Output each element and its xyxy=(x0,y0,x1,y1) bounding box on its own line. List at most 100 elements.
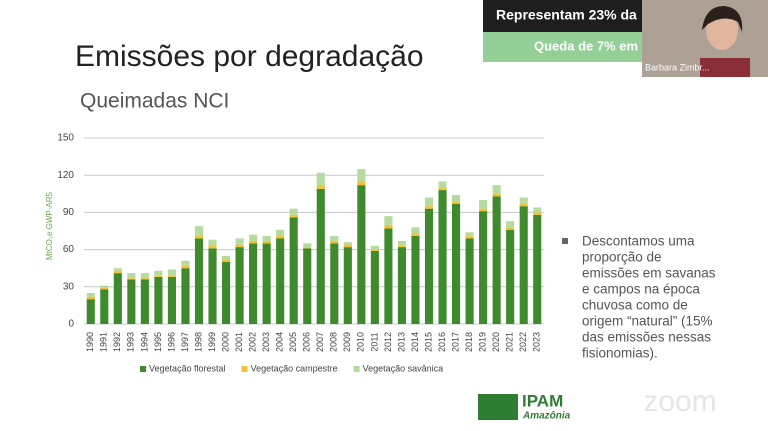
bar-segment xyxy=(533,214,542,324)
bar-segment xyxy=(384,216,393,225)
bar-segment xyxy=(154,276,163,324)
x-tick-label: 2004 xyxy=(275,332,285,352)
x-tick-label: 2013 xyxy=(396,332,406,352)
x-tick-label: 2020 xyxy=(491,332,501,352)
bar-segment xyxy=(438,181,447,188)
y-tick-label: 0 xyxy=(68,319,74,330)
bar-segment xyxy=(519,203,528,207)
x-tick-label: 2007 xyxy=(315,332,325,352)
bar-segment xyxy=(519,197,528,204)
bar-segment xyxy=(113,270,122,274)
bar-segment xyxy=(519,206,528,324)
x-tick-label: 1991 xyxy=(99,332,109,352)
bar-segment xyxy=(276,235,285,239)
bar-segment xyxy=(303,248,312,324)
legend-label: Vegetação campestre xyxy=(251,363,338,373)
watermark: zoom xyxy=(643,385,716,418)
bar-segment xyxy=(140,278,149,280)
bar-segment xyxy=(357,169,366,182)
bar-segment xyxy=(154,275,163,277)
bar-segment xyxy=(370,250,379,324)
participant-name: Barbara Zimbr... xyxy=(645,62,710,72)
x-tick-label: 2006 xyxy=(302,332,312,352)
bar-segment xyxy=(154,270,163,276)
bar-segment xyxy=(249,240,258,244)
bar-segment xyxy=(86,299,95,324)
banner-top-text: Representam 23% da xyxy=(496,7,637,23)
x-tick-label: 1990 xyxy=(85,332,95,352)
bar-segment xyxy=(249,243,258,324)
banner-bottom-text: Queda de 7% em xyxy=(534,38,638,53)
bar-segment xyxy=(452,201,461,204)
bar-segment xyxy=(357,181,366,186)
bar-segment xyxy=(330,243,339,324)
slide-subtitle: Queimadas NCI xyxy=(80,90,229,113)
bar-segment xyxy=(411,233,420,236)
legend-swatch xyxy=(353,366,360,372)
x-tick-label: 2016 xyxy=(437,332,447,352)
bar-segment xyxy=(249,234,258,241)
note-line: e campos na época xyxy=(582,282,700,297)
x-tick-label: 1999 xyxy=(207,332,217,352)
bar-segment xyxy=(167,269,176,276)
bar-segment xyxy=(343,244,352,248)
bar-segment xyxy=(506,227,515,230)
y-tick-label: 120 xyxy=(57,170,74,181)
x-tick-label: 2002 xyxy=(247,332,257,352)
bar-segment xyxy=(194,235,204,239)
x-tick-label: 1994 xyxy=(139,332,149,352)
legend-label: Vegetação savânica xyxy=(363,363,444,373)
bar-segment xyxy=(127,278,136,280)
x-tick-label: 2012 xyxy=(383,332,393,352)
legend-swatch xyxy=(140,366,146,372)
bar-segment xyxy=(276,229,285,236)
bar-segment xyxy=(506,229,515,324)
bar-segment xyxy=(140,273,149,279)
y-tick-label: 60 xyxy=(63,244,75,255)
legend-label: Vegetação florestal xyxy=(149,363,226,373)
bar-segment xyxy=(262,243,271,324)
bar-segment xyxy=(397,245,406,248)
note-line: origem “natural” (15% xyxy=(582,314,713,329)
logo-mark xyxy=(478,394,518,420)
logo-name: IPAM xyxy=(522,391,563,410)
bar-segment xyxy=(167,276,176,324)
bar-segment xyxy=(235,247,244,324)
bar-segment xyxy=(330,235,339,241)
bar-segment xyxy=(127,279,136,324)
x-tick-label: 2014 xyxy=(410,332,420,352)
y-axis-label: MtCO₂e GWP-AR5 xyxy=(45,191,54,260)
bar-segment xyxy=(222,255,231,260)
x-tick-label: 2022 xyxy=(518,332,528,352)
x-tick-label: 2023 xyxy=(532,332,542,352)
x-tick-label: 2001 xyxy=(234,332,244,352)
bar-segment xyxy=(100,288,109,290)
bar-segment xyxy=(303,243,312,248)
bar-segment xyxy=(316,172,325,186)
logo: IPAM Amazônia xyxy=(478,391,571,422)
bar-segment xyxy=(506,221,515,228)
note-line: das emissões nessas xyxy=(582,330,711,345)
bar-segment xyxy=(222,262,231,324)
bar-segment xyxy=(181,260,190,266)
bar-segment xyxy=(479,211,488,324)
bar-segment xyxy=(465,235,474,239)
x-tick-label: 2017 xyxy=(450,332,460,352)
bar-segment xyxy=(100,289,109,324)
bar-segment xyxy=(465,232,474,236)
bar-segment xyxy=(181,268,190,324)
banner-bottom xyxy=(483,32,643,62)
bar-segment xyxy=(167,275,176,277)
bar-segment xyxy=(316,185,325,189)
bar-segment xyxy=(492,196,501,324)
bar-segment xyxy=(289,214,298,218)
x-tick-label: 2021 xyxy=(505,332,515,352)
x-tick-label: 2003 xyxy=(261,332,271,352)
x-tick-label: 2018 xyxy=(464,332,474,352)
bar-segment xyxy=(452,203,461,324)
bar-segment xyxy=(208,248,217,324)
bar-segment xyxy=(424,197,434,207)
bar-segment xyxy=(100,285,109,289)
